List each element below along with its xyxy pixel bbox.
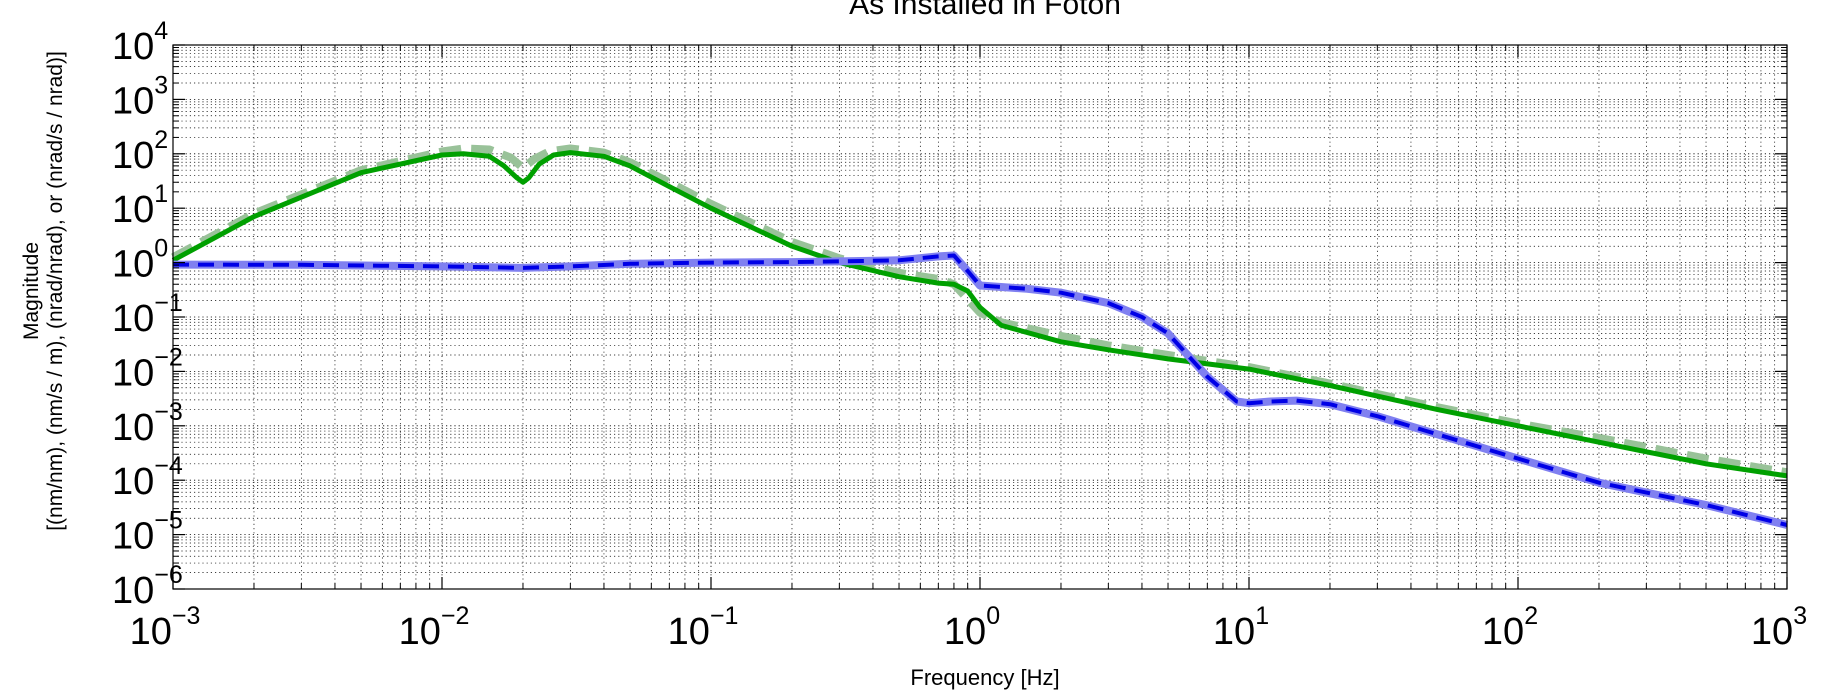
x-tick-labels: 10−3 10−2 10−1 100 101 102 103 [130,602,1807,653]
x-tick-label: 103 [1751,602,1807,653]
series-line-4 [172,253,1788,527]
x-axis-label: Frequency [Hz] [910,665,1059,690]
x-tick-label: 101 [1213,602,1269,653]
x-tick-label: 10−3 [130,602,201,653]
x-tick-label: 10−2 [399,602,470,653]
y-tick-label: 101 [112,180,168,231]
series-line-2 [171,150,1788,479]
y-tick-label: 10−2 [112,343,183,394]
y-axis-label-line2: [(nm/nm), (nm/s / m), (nrad/nrad), or (n… [44,51,67,531]
y-axis-label-line1: Magnitude [20,242,43,340]
axis-ticks [172,44,1788,590]
y-tick-label: 10−3 [112,398,183,449]
y-tick-label: 100 [112,235,168,286]
y-tick-label: 104 [112,17,168,68]
plot-series [171,144,1788,529]
x-tick-label: 100 [944,602,1000,653]
y-tick-label: 103 [112,71,168,122]
chart-title: As Installed in Foton [849,0,1121,21]
x-tick-label: 102 [1482,602,1538,653]
x-tick-label: 10−1 [668,602,739,653]
y-tick-label: 10−5 [112,507,183,558]
y-tick-label: 10−6 [112,561,183,612]
y-tick-label: 10−1 [112,289,183,340]
y-tick-label: 102 [112,126,168,177]
y-tick-label: 10−4 [112,452,183,503]
